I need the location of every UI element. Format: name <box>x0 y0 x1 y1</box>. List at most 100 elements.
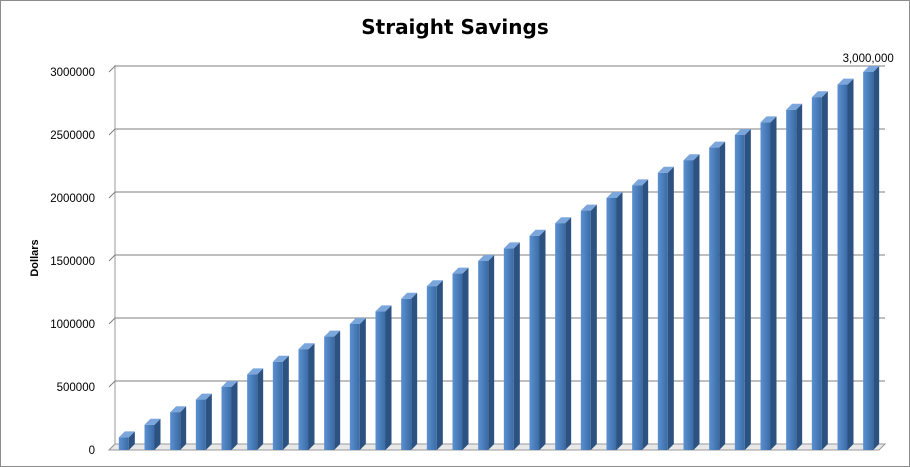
bar-front <box>529 235 540 450</box>
bar-front <box>580 210 591 450</box>
bar-front <box>811 97 822 450</box>
bar-side <box>590 204 597 450</box>
bar <box>324 330 341 450</box>
bar <box>863 66 880 450</box>
bar <box>170 406 187 450</box>
bar-side <box>796 103 803 451</box>
bar <box>760 116 777 451</box>
bar-top <box>401 292 418 299</box>
bar-top <box>683 154 700 161</box>
data-labels: 3,000,000 <box>843 53 894 65</box>
bar <box>272 355 289 450</box>
gridline <box>108 317 885 325</box>
bar-side <box>436 280 443 450</box>
bar <box>580 204 597 450</box>
bar-side <box>719 141 726 450</box>
bar-top <box>863 66 880 72</box>
bar-top <box>324 330 341 337</box>
bar-front <box>118 437 129 450</box>
bar-front <box>657 172 668 451</box>
bar-side <box>565 217 572 450</box>
bar-front <box>709 147 720 450</box>
bar <box>221 381 238 450</box>
bar-side <box>616 192 623 450</box>
bar-top <box>606 192 623 198</box>
bar-front <box>195 399 206 450</box>
bar-top <box>786 103 803 110</box>
bar-front <box>863 72 874 450</box>
bar-side <box>385 305 392 450</box>
bar-top <box>349 318 366 324</box>
bar <box>503 242 520 450</box>
bar-top <box>503 242 520 249</box>
bar-front <box>606 198 617 450</box>
bar-side <box>821 91 828 450</box>
y-tick-label: 1500000 <box>50 256 95 268</box>
bar <box>195 393 212 450</box>
bar-top <box>760 116 777 123</box>
bar-top <box>632 179 649 186</box>
bar-top <box>734 129 751 135</box>
bar <box>709 141 726 450</box>
bar-front <box>478 261 489 450</box>
bar-front <box>760 122 771 451</box>
bar-front <box>375 311 386 450</box>
bar-side <box>873 66 880 450</box>
bar <box>529 229 546 450</box>
y-tick-label: 500000 <box>57 382 95 394</box>
bar-top <box>657 166 674 173</box>
bar <box>555 217 572 450</box>
bar-top <box>555 217 572 224</box>
y-tick-label: 0 <box>89 445 95 457</box>
bar-top <box>580 204 597 211</box>
bar-side <box>128 431 135 450</box>
bar-front <box>401 298 412 450</box>
bar-top <box>426 280 443 287</box>
bar-top <box>478 255 495 261</box>
bar-side <box>154 418 161 450</box>
bar <box>657 166 674 451</box>
bar <box>683 154 700 450</box>
bar-side <box>642 179 649 450</box>
bar-top <box>221 381 238 387</box>
bar-top <box>837 78 854 85</box>
bar-side <box>205 393 212 450</box>
bar <box>837 78 854 450</box>
bar-front <box>298 349 309 450</box>
bar-front <box>683 160 694 450</box>
y-axis-ticks: 0 500000 1000000 1500000 2000000 2500000 30000… <box>50 67 95 457</box>
bar-front <box>452 273 463 450</box>
bar-front <box>734 135 745 450</box>
bar-top <box>375 305 392 312</box>
bar-front <box>247 374 258 450</box>
data-label: 3,000,000 <box>843 53 894 65</box>
bar <box>401 292 418 450</box>
gridlines <box>108 65 885 388</box>
bar-front <box>170 412 181 450</box>
bar <box>478 255 495 450</box>
bar-top <box>247 368 264 375</box>
bar-side <box>231 381 238 450</box>
bar-side <box>308 343 315 450</box>
gridline <box>108 128 885 136</box>
bar-top <box>195 393 212 400</box>
bar <box>375 305 392 450</box>
bar-side <box>488 255 495 450</box>
bar-side <box>359 318 366 450</box>
bar-side <box>282 355 289 450</box>
gridline <box>108 65 885 73</box>
chart-title: Straight Savings <box>361 15 549 39</box>
bar-top <box>118 431 135 438</box>
bar-top <box>170 406 187 413</box>
bar <box>298 343 315 450</box>
bar-front <box>426 286 437 450</box>
y-tick-label: 1000000 <box>50 319 95 331</box>
bar-front <box>632 185 643 450</box>
bar <box>632 179 649 450</box>
bar-front <box>324 336 335 450</box>
bar-top <box>298 343 315 350</box>
gridline <box>108 191 885 199</box>
gridline <box>108 380 885 388</box>
